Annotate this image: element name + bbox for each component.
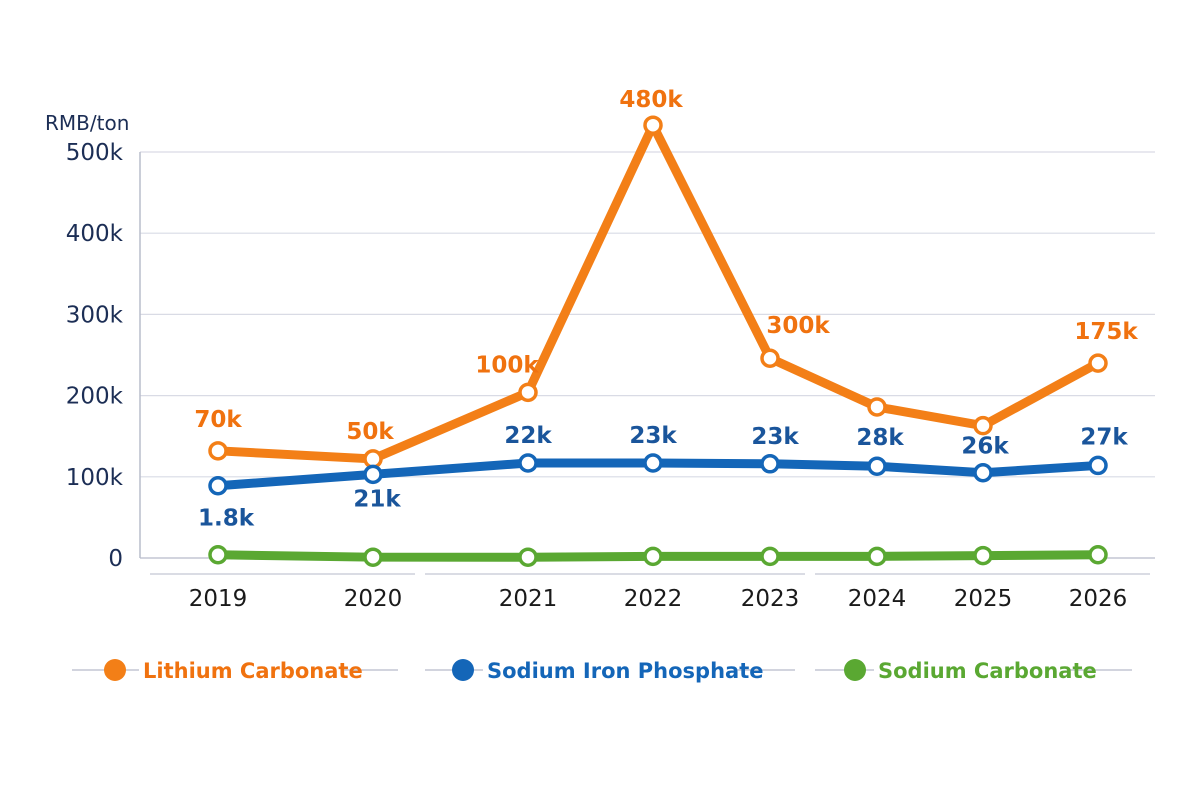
legend-marker: [104, 659, 126, 681]
data-label: 23k: [629, 423, 677, 449]
gridlines: [140, 151, 1155, 559]
x-tick-label: 2025: [954, 586, 1013, 612]
data-label: 100k: [475, 352, 539, 378]
data-point-marker: [643, 115, 663, 135]
data-point-marker: [1088, 545, 1108, 565]
data-label: 70k: [194, 407, 242, 433]
series-line: [213, 550, 1103, 562]
data-point-marker: [518, 547, 538, 567]
y-tick-label: 0: [108, 546, 123, 572]
data-point-marker: [760, 454, 780, 474]
data-point-marker: [973, 545, 993, 566]
data-point-marker: [518, 453, 538, 473]
data-point-marker: [760, 546, 780, 567]
data-point-marker: [208, 441, 228, 461]
legend-text-background: [483, 655, 735, 685]
data-label: 300k: [766, 313, 830, 339]
data-point-marker: [363, 464, 383, 485]
y-tick-label: 100k: [66, 465, 124, 491]
data-point-marker: [973, 462, 993, 483]
data-point-marker: [760, 348, 780, 368]
data-label: 480k: [619, 87, 683, 113]
series-line: [213, 120, 1103, 464]
data-point-marker: [518, 382, 538, 403]
data-point-marker: [973, 415, 993, 436]
data-label: 28k: [856, 425, 904, 451]
data-point-marker: [208, 545, 228, 565]
data-label: 50k: [346, 419, 394, 445]
x-tick-label: 2022: [624, 586, 683, 612]
y-tick-labels: 0 100k 200k 300k 400k 500k: [66, 140, 124, 572]
legend-entry-label: Sodium Iron Phosphate: [487, 659, 764, 683]
data-point-marker: [1088, 353, 1108, 373]
data-label: 23k: [751, 424, 799, 450]
data-point-marker: [643, 546, 663, 567]
x-tick-label: 2026: [1069, 586, 1128, 612]
y-tick-label: 200k: [66, 384, 124, 410]
x-tick-label: 2024: [848, 586, 907, 612]
y-tick-label: 500k: [66, 140, 124, 166]
x-axis: 2019 2020 2021 2022 2023 2024 2025 2026: [150, 573, 1150, 612]
legend-marker: [452, 659, 474, 681]
data-label: 21k: [353, 486, 401, 512]
x-tick-label: 2019: [189, 586, 248, 612]
legend-text-background: [139, 655, 345, 685]
series-group: 70k 50k 100k 480k 300k 175k 1.8k 21k 22k 23k 23k 28…: [194, 87, 1138, 567]
data-point-marker: [867, 456, 887, 476]
legend-text-background: [874, 655, 1068, 685]
legend: Lithium Carbonate Sodium Iron Phosphate So…: [72, 655, 1132, 685]
legend-marker: [844, 659, 866, 681]
data-label: 1.8k: [198, 506, 255, 532]
y-tick-label: 400k: [66, 221, 124, 247]
data-point-marker: [867, 546, 887, 567]
y-axis-unit-label: RMB/ton: [45, 111, 129, 135]
data-point-marker: [363, 449, 383, 469]
legend-entry-label: Lithium Carbonate: [143, 659, 363, 683]
x-tick-label: 2020: [344, 586, 403, 612]
data-point-marker: [867, 397, 887, 417]
x-tick-label: 2021: [499, 586, 558, 612]
data-label: 26k: [961, 434, 1009, 460]
data-label: 22k: [504, 423, 552, 449]
data-label: 175k: [1074, 319, 1138, 345]
data-point-marker: [208, 475, 228, 496]
data-point-marker: [1088, 455, 1108, 476]
series-line: [213, 458, 1103, 491]
y-tick-label: 300k: [66, 302, 124, 328]
data-point-marker: [643, 453, 663, 473]
legend-entry-label: Sodium Carbonate: [878, 659, 1097, 683]
data-label: 27k: [1080, 424, 1128, 450]
x-tick-label: 2023: [741, 586, 800, 612]
data-point-marker: [363, 547, 383, 567]
